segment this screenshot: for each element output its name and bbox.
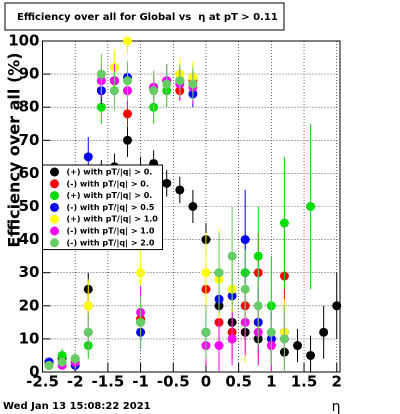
y-tick-label: 90 <box>19 65 40 83</box>
data-point <box>227 251 237 261</box>
data-point <box>83 301 93 311</box>
y-tick-label: 10 <box>19 329 40 347</box>
data-point <box>57 350 67 360</box>
data-point <box>162 79 172 89</box>
x-tick-label: -2 <box>67 373 84 391</box>
legend-label: (+) with pT/|q| > 0. <box>67 168 153 177</box>
legend-label: (+) with pT/|q| > 0. <box>67 191 153 200</box>
data-point <box>175 185 185 195</box>
data-point <box>253 301 263 311</box>
legend-box <box>42 164 163 251</box>
data-point <box>162 178 172 188</box>
legend-marker <box>50 214 59 224</box>
data-point <box>83 327 93 337</box>
data-point <box>306 202 316 211</box>
y-tick-label: 80 <box>19 98 40 116</box>
x-tick-label: 2 <box>332 373 342 391</box>
data-point <box>227 334 237 344</box>
data-point <box>201 327 211 337</box>
x-tick-label: -1 <box>132 373 149 391</box>
legend-marker <box>50 191 59 201</box>
data-point <box>44 360 54 370</box>
y-tick-label: 0 <box>29 363 39 381</box>
data-point <box>123 109 132 119</box>
data-point <box>332 301 342 311</box>
data-point <box>136 268 146 278</box>
data-point <box>70 354 80 364</box>
x-tick-label: 1.5 <box>291 373 318 391</box>
data-point <box>109 86 119 96</box>
y-tick-label: 40 <box>19 230 40 248</box>
chart-title: Efficiency over all for Global vs η at p… <box>17 12 278 23</box>
data-point <box>188 79 198 89</box>
data-point <box>319 327 329 337</box>
x-tick-label: -0.5 <box>157 373 190 391</box>
x-tick-label: -2.5 <box>26 373 59 391</box>
legend-marker <box>50 179 59 189</box>
data-point <box>149 86 159 96</box>
data-point <box>123 36 132 46</box>
legend-label: (+) with pT/|q| > 1.0 <box>67 215 159 224</box>
y-tick-label: 50 <box>19 197 40 215</box>
x-tick-label: -1.5 <box>91 373 124 391</box>
y-tick-label: 60 <box>19 164 40 182</box>
x-tick-label: 0 <box>201 373 211 391</box>
legend-marker <box>50 238 59 248</box>
data-point <box>123 76 132 86</box>
data-point <box>57 357 67 367</box>
data-point <box>306 350 316 360</box>
y-tick-label: 30 <box>19 263 40 281</box>
data-point <box>253 251 263 261</box>
data-point <box>214 268 224 278</box>
x-tick-label: 1 <box>266 373 276 391</box>
data-point <box>240 284 250 294</box>
legend-label: (-) with pT/|q| > 1.0 <box>67 227 155 236</box>
title-box <box>4 2 285 31</box>
x-axis-label: η <box>332 399 341 414</box>
timestamp: Wed Jan 13 15:08:22 2021 <box>3 401 151 412</box>
data-point <box>293 341 302 351</box>
data-point <box>123 135 132 145</box>
data-point <box>201 268 211 278</box>
data-point <box>136 317 146 327</box>
data-point <box>279 218 289 228</box>
y-tick-label: 100 <box>8 32 39 50</box>
y-tick-label: 70 <box>19 131 40 149</box>
legend-label: (-) with pT/|q| > 0.5 <box>67 203 155 212</box>
legend-label: (-) with pT/|q| > 2.0 <box>67 238 155 247</box>
data-point <box>240 235 250 245</box>
legend-marker <box>50 226 59 236</box>
data-point <box>96 69 106 79</box>
x-tick-label: 0.5 <box>225 373 252 391</box>
data-point <box>175 76 185 86</box>
y-axis-label: Efficiency over all (%) <box>5 52 24 247</box>
legend-label: (-) with pT/|q| > 0. <box>67 179 149 188</box>
data-point <box>96 102 106 112</box>
legend-marker <box>50 167 59 177</box>
data-point <box>266 327 276 337</box>
legend-marker <box>50 202 59 212</box>
data-point <box>188 202 198 211</box>
data-point <box>279 334 289 344</box>
data-point <box>214 341 224 351</box>
y-tick-label: 20 <box>19 296 40 314</box>
data-point <box>83 152 93 162</box>
